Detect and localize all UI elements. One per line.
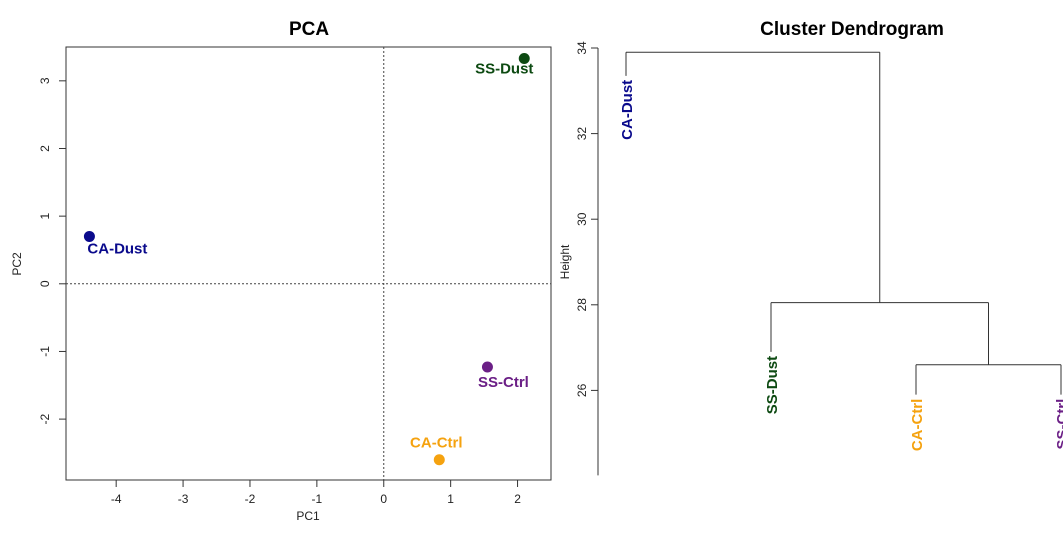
pca-point [481,361,493,373]
pca-x-tick-label: -4 [111,492,122,506]
dendrogram-y-axis-label: Height [558,244,572,279]
pca-panel: PCA -4 -3 -2 -1 0 1 2 -2 -1 0 1 2 3 CA-Dust SS-Dust SS… [10,19,552,523]
pca-y-tick-label: 1 [38,212,52,219]
pca-title: PCA [289,19,329,40]
dendrogram-y-tick-label: 30 [575,212,589,226]
pca-y-tick-label: -1 [38,346,52,357]
pca-y-tick-label: -2 [38,413,52,424]
dendrogram-panel: Cluster Dendrogram 26 28 30 32 34 CA-Dust SS-… [558,19,1063,476]
dendrogram-leaf-label: SS-Dust [764,356,781,414]
dendrogram-y-tick-label: 34 [575,41,589,55]
pca-x-tick-label: 0 [380,492,387,506]
pca-point-label: CA-Ctrl [410,435,463,452]
pca-point-label: SS-Ctrl [478,374,529,391]
pca-ticks: -4 -3 -2 -1 0 1 2 -2 -1 0 1 2 3 [38,77,521,506]
pca-point [433,454,445,466]
pca-point-label: CA-Dust [87,240,147,257]
pca-plot-frame [65,46,552,481]
dendrogram-y-tick-label: 28 [575,298,589,312]
pca-point [518,53,530,65]
pca-y-tick-label: 2 [38,145,52,152]
dendrogram-y-tick-label: 26 [575,383,589,397]
pca-points: CA-Dust SS-Dust SS-Ctrl CA-Ctrl [83,53,533,466]
pca-y-tick-label: 0 [38,280,52,287]
dendrogram-leaf-label: CA-Dust [619,80,636,140]
pca-x-tick-label: 2 [514,492,521,506]
pca-point-label: SS-Dust [475,61,533,78]
pca-x-tick-label: 1 [447,492,454,506]
pca-x-axis-label: PC1 [296,509,320,523]
dendrogram-tree [625,51,1062,395]
dendrogram-title: Cluster Dendrogram [760,19,944,40]
dendrogram-y-tick-label: 32 [575,127,589,141]
dendrogram-leaf-label: SS-Ctrl [1054,399,1063,450]
dendrogram-leaf-labels: CA-Dust SS-Dust CA-Ctrl SS-Ctrl [619,80,1063,451]
pca-y-tick-label: 3 [38,77,52,84]
dendrogram-y-axis: 26 28 30 32 34 [575,41,599,476]
pca-x-tick-label: -2 [245,492,256,506]
pca-y-axis-label: PC2 [10,252,24,276]
pca-x-tick-label: -1 [312,492,323,506]
dendrogram-leaf-label: CA-Ctrl [909,399,926,452]
pca-point [83,230,95,242]
pca-x-tick-label: -3 [178,492,189,506]
